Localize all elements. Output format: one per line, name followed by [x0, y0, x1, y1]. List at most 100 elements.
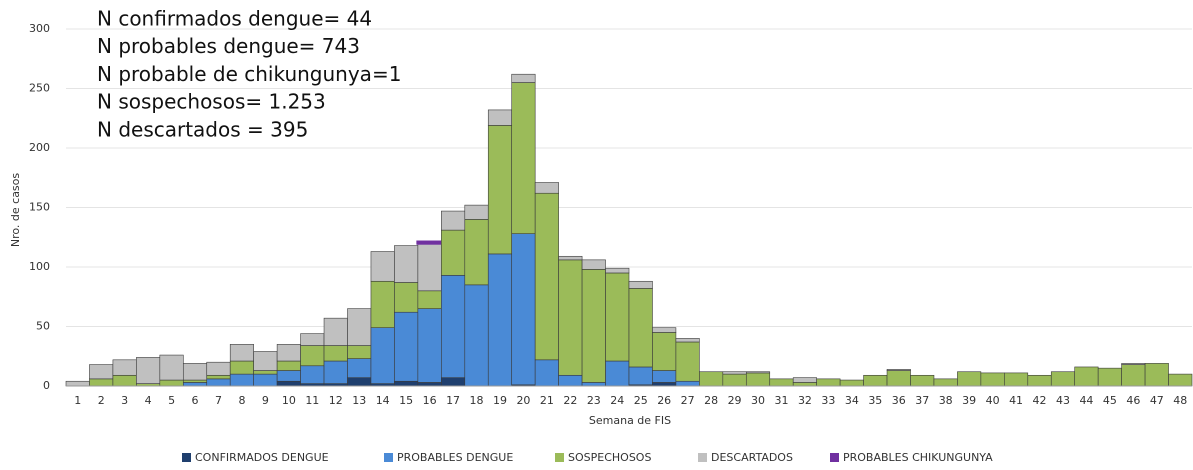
bar-segment	[417, 308, 442, 383]
annotation: N probable de chikungunya=1	[97, 62, 401, 86]
annotation: N descartados = 395	[97, 117, 308, 141]
bar-segment	[159, 354, 184, 381]
x-tick-label: 17	[446, 394, 460, 407]
bar-segment	[464, 204, 489, 220]
legend-label: PROBABLES CHIKUNGUNYA	[843, 451, 993, 464]
bar-segment	[511, 82, 536, 234]
bar-segment	[323, 360, 348, 384]
bar-segment	[182, 382, 208, 387]
bar-segment	[394, 245, 419, 283]
bar-segment	[89, 378, 114, 387]
bar-segment	[511, 233, 536, 386]
bar-segment	[253, 370, 278, 375]
x-tick-label: 36	[892, 394, 906, 407]
bar-segment	[276, 360, 301, 371]
bar-segment	[534, 192, 559, 361]
bar-segment	[206, 361, 231, 376]
bar-segment	[581, 269, 606, 383]
bar-segment	[581, 382, 606, 387]
bar-segment	[1027, 374, 1052, 387]
bar-segment	[628, 366, 653, 386]
bar-segment	[558, 259, 583, 376]
x-tick-label: 37	[915, 394, 929, 407]
bar-segment	[910, 374, 935, 387]
bar-segment	[886, 370, 911, 387]
bar-segment	[417, 382, 442, 387]
bar-segment	[487, 253, 513, 387]
bar-segment	[229, 360, 254, 375]
bar-segment	[745, 371, 771, 374]
bar-segment	[605, 360, 630, 387]
x-tick-label: 46	[1126, 394, 1140, 407]
x-tick-label: 23	[587, 394, 601, 407]
bar-segment	[229, 344, 254, 362]
bar-segment	[558, 374, 583, 387]
bar-segment	[1144, 363, 1169, 387]
annotation: N sospechosos= 1.253	[97, 90, 326, 114]
bar-segment	[722, 371, 747, 375]
bar-segment	[136, 357, 161, 384]
bar-segment	[957, 371, 982, 387]
legend-label: SOSPECHOSOS	[568, 451, 651, 464]
bar-segment	[722, 373, 747, 387]
bar-segment	[253, 351, 278, 371]
x-tick-label: 42	[1033, 394, 1047, 407]
x-tick-label: 34	[845, 394, 859, 407]
bar-segment	[1074, 366, 1099, 387]
x-tick-label: 4	[145, 394, 152, 407]
x-tick-label: 48	[1173, 394, 1187, 407]
bar-segment	[511, 73, 536, 83]
bar-segment	[300, 345, 325, 367]
y-tick-label: 250	[29, 82, 50, 95]
x-tick-label: 25	[634, 394, 648, 407]
x-tick-label: 44	[1079, 394, 1093, 407]
x-tick-label: 45	[1103, 394, 1117, 407]
x-tick-label: 13	[352, 394, 366, 407]
bar-segment	[441, 377, 466, 387]
bar-segment	[839, 379, 864, 387]
x-tick-label: 22	[563, 394, 577, 407]
y-tick-label: 50	[36, 320, 50, 333]
bar-segment	[699, 371, 724, 387]
bar-segment	[769, 378, 794, 387]
x-tick-label: 8	[238, 394, 245, 407]
bar-segment	[652, 327, 677, 333]
bar-segment	[206, 374, 231, 380]
bar-segment	[300, 333, 325, 346]
x-tick-label: 6	[192, 394, 199, 407]
bar-segment	[933, 378, 958, 387]
bar-segment	[347, 308, 372, 346]
x-tick-label: 5	[168, 394, 175, 407]
bar-segment	[558, 255, 583, 261]
x-tick-label: 33	[821, 394, 835, 407]
bar-segment	[253, 373, 278, 387]
bar-segment	[370, 251, 395, 282]
x-tick-label: 26	[657, 394, 671, 407]
bar-segment	[792, 377, 817, 383]
bar-segment	[675, 338, 700, 343]
bar-segment	[394, 282, 419, 313]
bar-segment	[464, 284, 489, 387]
bar-segment	[605, 272, 630, 362]
bar-segment	[487, 109, 513, 126]
bar-segment	[370, 280, 395, 328]
bar-segment	[745, 372, 771, 387]
x-tick-label: 43	[1056, 394, 1070, 407]
legend-swatch	[384, 453, 393, 462]
bar-segment	[347, 377, 372, 387]
bar-segment	[394, 311, 419, 382]
bar-segment	[1097, 367, 1122, 387]
x-tick-label: 39	[962, 394, 976, 407]
x-tick-label: 16	[423, 394, 437, 407]
bar-segment	[980, 372, 1005, 387]
bar-segment	[441, 210, 466, 231]
bar-segment	[464, 219, 489, 286]
bar-segment	[652, 332, 677, 371]
y-tick-label: 0	[43, 379, 50, 392]
bar-segment	[675, 341, 700, 382]
x-tick-label: 30	[751, 394, 765, 407]
x-tick-label: 47	[1150, 394, 1164, 407]
bar-segment	[370, 327, 395, 384]
x-tick-label: 3	[121, 394, 128, 407]
